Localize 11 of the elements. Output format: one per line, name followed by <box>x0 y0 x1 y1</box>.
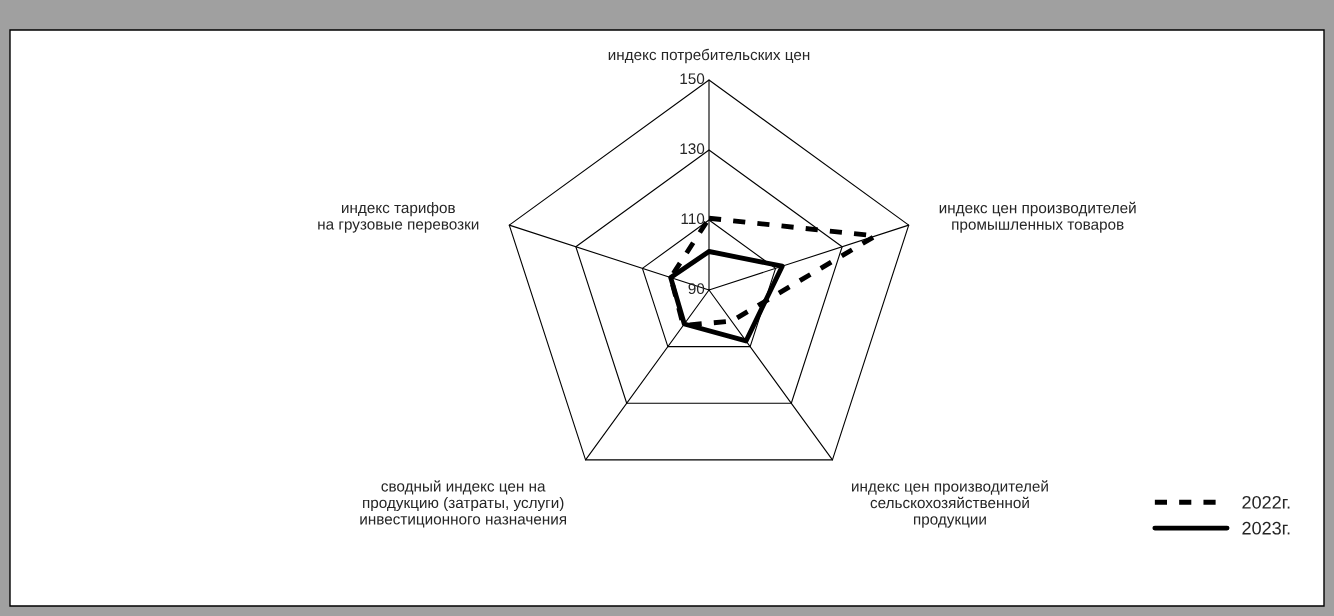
spoke-label: индекс цен производителей сельскохозяйственной продукции <box>852 480 1048 528</box>
legend-label: 2023г. <box>1242 521 1290 535</box>
y-tick-label: 130 <box>680 143 705 155</box>
legend-label: 2022г. <box>1242 495 1290 509</box>
y-tick-label: 110 <box>681 213 705 225</box>
spoke-label: индекс потребительских цен <box>608 48 810 64</box>
y-tick-label: 90 <box>688 283 705 295</box>
spoke-label: индекс цен производителей промышленных товаров <box>939 201 1136 233</box>
y-tick-label: 150 <box>680 73 705 85</box>
spoke-label: сводный индекс цен на продукцию (затраты, услуги) инвестиционного назначения <box>360 480 566 528</box>
spoke-label: индекс тарифов на грузовые перевозки <box>318 201 479 233</box>
